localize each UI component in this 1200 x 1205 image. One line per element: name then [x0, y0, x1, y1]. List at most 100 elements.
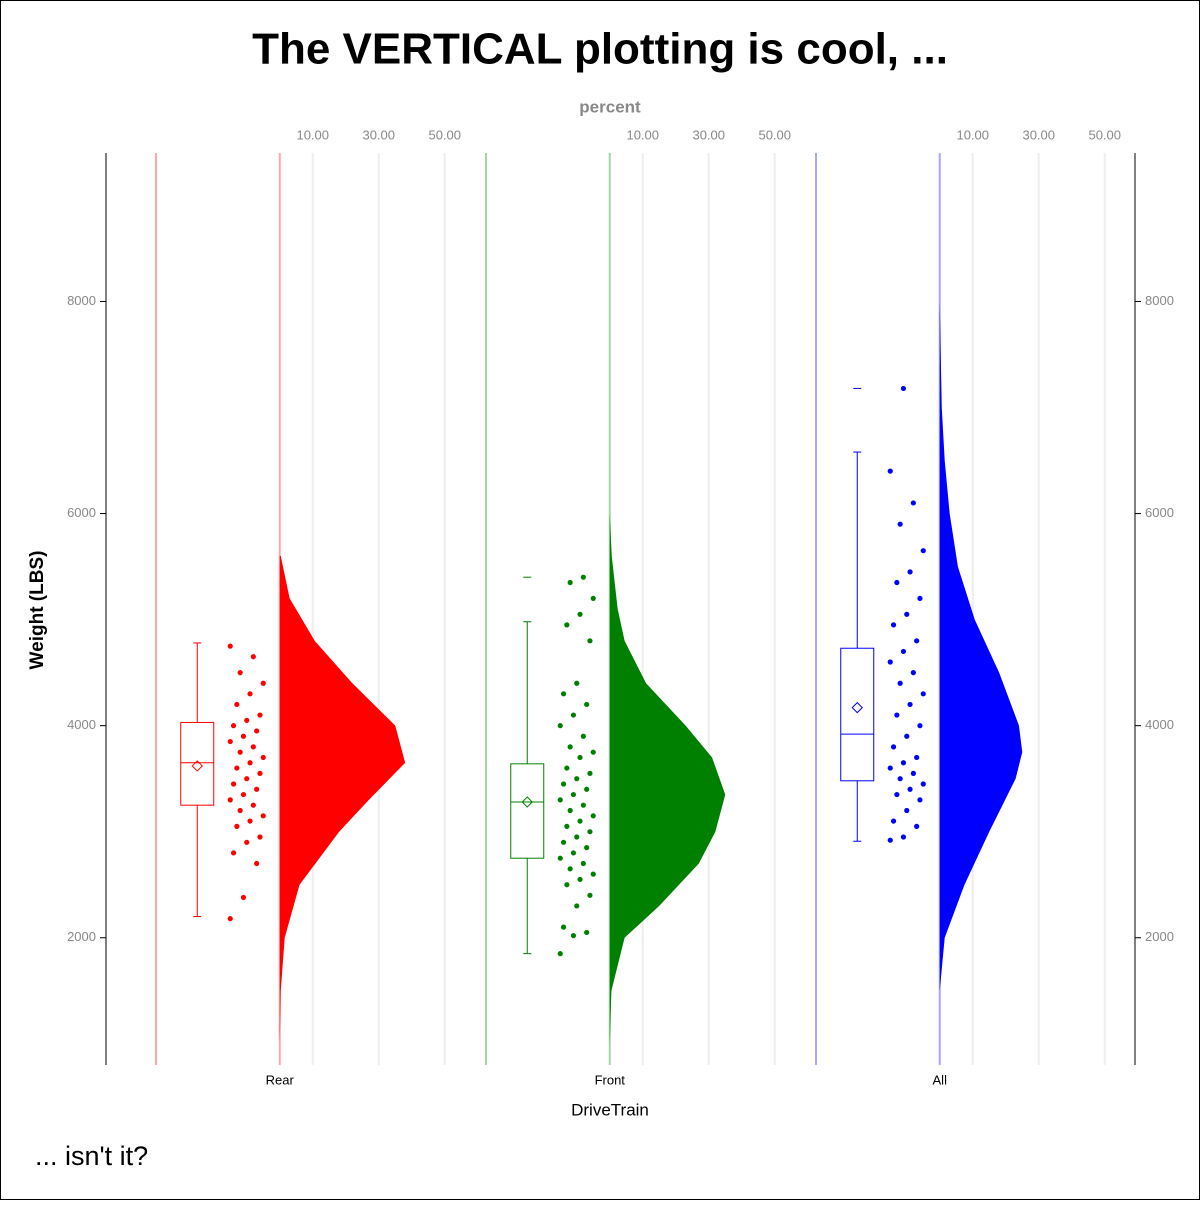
y2-tick-label: 8000	[1145, 293, 1174, 308]
top-tick-label: 50.00	[1088, 127, 1121, 142]
point	[254, 860, 260, 867]
box	[840, 647, 875, 782]
point	[560, 781, 567, 787]
point	[907, 569, 913, 575]
y-tick-label: 2000	[67, 929, 96, 944]
point	[227, 738, 233, 745]
top-tick-label: 10.00	[626, 127, 659, 142]
point	[920, 548, 926, 554]
chart-title: The VERTICAL plotting is cool, ...	[252, 25, 948, 74]
point	[897, 776, 903, 782]
point	[570, 933, 577, 939]
point	[897, 521, 903, 527]
point	[570, 712, 577, 718]
point	[580, 860, 586, 867]
point	[244, 839, 250, 845]
point	[890, 622, 897, 628]
point	[890, 744, 897, 750]
point	[587, 892, 593, 898]
mean	[521, 796, 533, 808]
point	[580, 574, 586, 580]
point	[557, 855, 563, 861]
point	[230, 850, 237, 856]
point	[914, 754, 920, 761]
point	[257, 712, 263, 718]
box	[510, 763, 545, 859]
point	[887, 659, 893, 665]
point	[250, 654, 256, 660]
y-tick-label: 6000	[67, 505, 96, 520]
point	[250, 802, 256, 808]
point	[910, 670, 916, 676]
point	[894, 712, 900, 718]
point	[240, 733, 247, 739]
point	[247, 691, 253, 697]
top-tick-label: 50.00	[758, 127, 791, 142]
point	[237, 807, 243, 814]
point	[914, 823, 920, 829]
point	[577, 876, 583, 883]
point	[887, 468, 893, 474]
point	[577, 818, 583, 824]
point	[260, 813, 266, 819]
point	[887, 765, 893, 771]
x-tick-label: All	[933, 1072, 948, 1087]
point	[237, 749, 243, 755]
point	[590, 813, 596, 819]
point	[247, 760, 253, 766]
box	[180, 721, 215, 806]
mean	[191, 760, 203, 772]
point	[904, 611, 910, 617]
point	[580, 733, 586, 739]
top-tick-label: 30.00	[362, 127, 395, 142]
point	[590, 595, 596, 601]
point	[577, 611, 583, 617]
point	[560, 691, 567, 697]
point	[567, 807, 573, 814]
point	[557, 797, 563, 803]
top-tick-label: 30.00	[692, 127, 725, 142]
point	[920, 781, 926, 787]
point	[254, 786, 260, 792]
point	[900, 648, 907, 655]
point	[584, 701, 590, 708]
point	[560, 839, 567, 845]
point	[254, 728, 260, 734]
mean	[851, 701, 863, 714]
point	[587, 829, 593, 835]
point	[557, 723, 563, 729]
point	[557, 951, 563, 957]
top-tick-label: 50.00	[428, 127, 461, 142]
x-tick-label: Front	[595, 1072, 626, 1087]
point	[910, 500, 916, 506]
point	[914, 638, 920, 644]
point	[917, 723, 923, 729]
top-tick-label: 10.00	[296, 127, 329, 142]
point	[570, 791, 577, 798]
y-tick-label: 8000	[67, 293, 96, 308]
point	[590, 749, 596, 755]
point	[920, 691, 926, 697]
point	[574, 776, 580, 782]
density	[939, 301, 1023, 991]
y2-tick-label: 6000	[1145, 505, 1174, 520]
point	[564, 622, 570, 628]
point	[240, 894, 247, 901]
point	[894, 791, 900, 798]
point	[887, 837, 893, 843]
point	[590, 871, 596, 877]
y-axis-label: Weight (LBS)	[27, 551, 48, 670]
point	[567, 579, 573, 586]
point	[904, 807, 910, 814]
point	[910, 770, 916, 776]
point	[234, 823, 240, 829]
density	[279, 555, 406, 1044]
point	[907, 786, 913, 792]
point	[577, 754, 583, 761]
point	[904, 733, 910, 739]
point	[227, 916, 233, 922]
point	[574, 903, 580, 909]
point	[574, 834, 580, 840]
top-tick-label: 30.00	[1022, 127, 1055, 142]
